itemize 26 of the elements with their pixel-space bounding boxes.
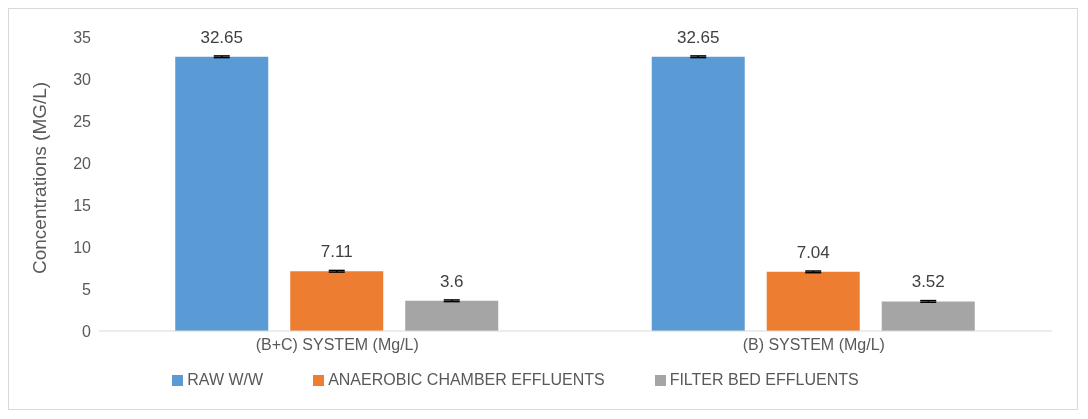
bar	[290, 271, 384, 331]
y-tick-label: 5	[82, 280, 92, 298]
data-label: 3.52	[911, 272, 945, 292]
y-tick-label: 35	[73, 28, 92, 46]
data-label: 32.65	[200, 27, 244, 47]
bar	[175, 56, 269, 331]
legend-label: RAW W/W	[187, 371, 264, 388]
bar	[881, 301, 975, 331]
y-tick-label: 30	[73, 70, 92, 88]
y-tick-label: 10	[73, 238, 92, 256]
y-tick-label: 0	[82, 322, 92, 340]
legend-label: ANAEROBIC CHAMBER EFFLUENTS	[328, 371, 605, 388]
legend-label: FILTER BED EFFLUENTS	[669, 371, 859, 388]
x-tick-label: (B+C) SYSTEM (Mg/L)	[255, 336, 419, 354]
data-label: 3.6	[439, 271, 464, 291]
data-label: 7.11	[320, 242, 353, 262]
bar	[651, 56, 745, 331]
x-tick-label: (B) SYSTEM (Mg/L)	[742, 336, 885, 354]
y-tick-label: 15	[73, 196, 92, 214]
y-tick-label: 20	[73, 154, 92, 172]
y-axis-title: Concentrations (MG/L)	[28, 81, 50, 274]
y-tick-label: 25	[73, 112, 92, 130]
bar	[405, 300, 499, 331]
data-label: 32.65	[676, 27, 720, 47]
data-label: 7.04	[796, 242, 830, 262]
bar	[766, 271, 860, 331]
